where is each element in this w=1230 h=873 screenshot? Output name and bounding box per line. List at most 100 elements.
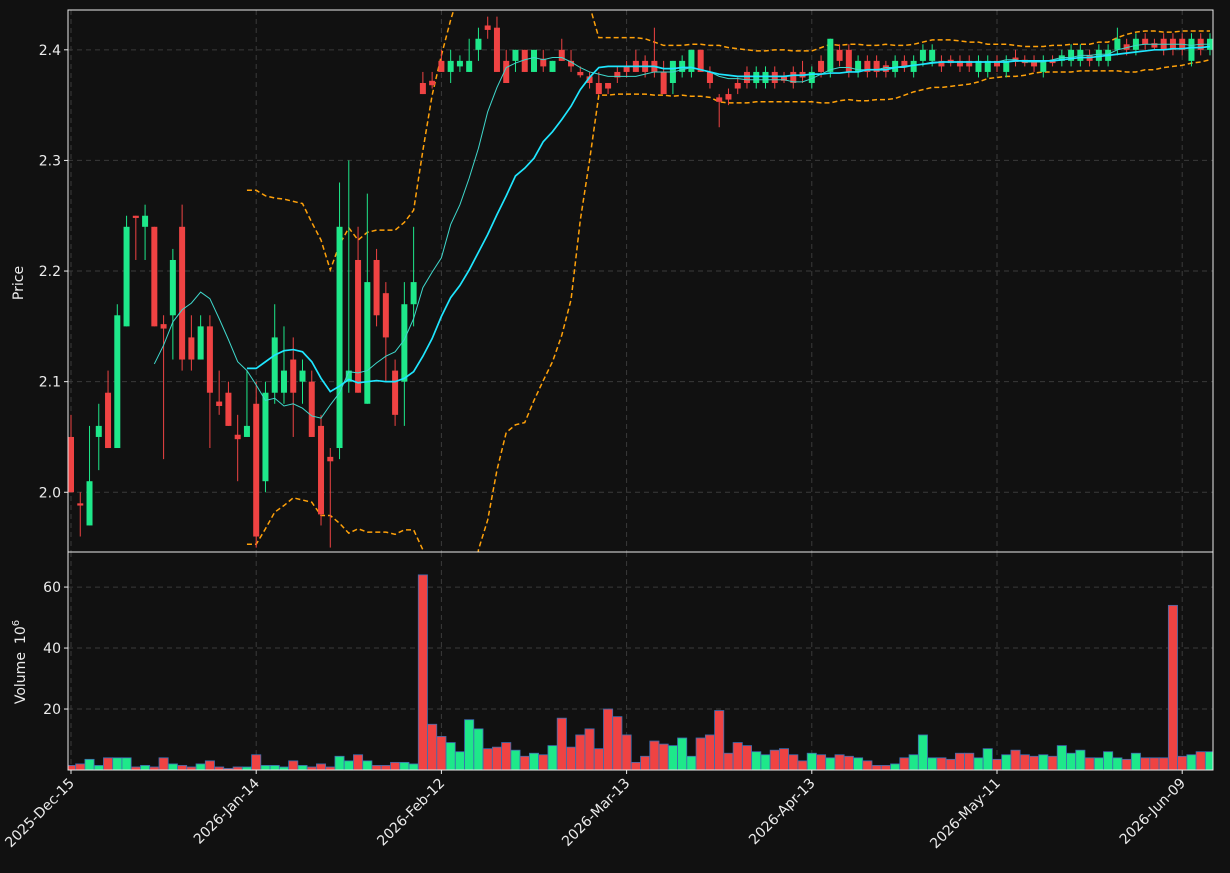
volume-bar [482, 748, 493, 770]
volume-frame [67, 551, 1214, 771]
candle-body [197, 326, 204, 360]
volume-bar [538, 754, 549, 770]
volume-bar [427, 723, 438, 770]
y-tick-label: 2.3 [39, 153, 61, 169]
candle-body [864, 60, 871, 72]
volume-panel [68, 574, 1213, 770]
candle-body [1058, 55, 1065, 61]
volume-bar [1047, 755, 1058, 770]
volume-bar [1093, 757, 1104, 770]
volume-bar [510, 749, 521, 770]
volume-bar [723, 752, 734, 770]
candle-body [512, 49, 519, 61]
candle-body [95, 425, 102, 437]
candle-body [1031, 60, 1038, 67]
volume-bar [954, 752, 965, 770]
candle-body [994, 60, 1000, 67]
volume-bar [964, 752, 975, 770]
volume-bar [816, 754, 827, 770]
candle-body [568, 60, 575, 67]
volume-bar [899, 757, 910, 770]
average-line [246, 45, 1211, 393]
volume-bar [1140, 757, 1151, 770]
candle-body [234, 434, 241, 440]
volume-bar [640, 755, 651, 770]
candle-body [753, 71, 760, 84]
candle-body [549, 60, 556, 72]
candle-body [1114, 38, 1121, 50]
volume-bar [1195, 751, 1206, 770]
candle-body [1132, 38, 1139, 50]
candle-body [484, 25, 491, 30]
price-panel [68, 10, 1213, 552]
candle-body [725, 94, 732, 100]
volume-bar [1149, 757, 1160, 770]
volume-bar [880, 765, 891, 770]
candle-body [577, 71, 584, 76]
volume-bar [445, 742, 456, 770]
candle-body [697, 49, 704, 72]
volume-bar [121, 757, 132, 770]
volume-bar [1075, 749, 1086, 770]
candle-body [743, 71, 750, 84]
candle-body [447, 60, 454, 72]
candle-body [762, 71, 769, 84]
candle-body [105, 392, 112, 449]
volume-bar [1056, 745, 1067, 770]
candle-body [188, 337, 195, 360]
volume-bar [593, 748, 604, 770]
volume-label: Volume [13, 652, 29, 704]
volume-bar [103, 757, 114, 770]
volume-bar [1130, 752, 1141, 770]
volume-bar [1167, 604, 1178, 770]
volume-bar [417, 574, 428, 770]
volume-bar [945, 758, 956, 770]
volume-bar [353, 754, 364, 770]
candle-body [929, 49, 936, 61]
volume-bar [556, 717, 567, 770]
candle-body [216, 401, 223, 406]
candle-body [169, 259, 176, 316]
candle-body [1040, 60, 1047, 72]
candle-body [1142, 38, 1149, 45]
y-tick-label: 2.0 [39, 485, 61, 501]
volume-bar [167, 763, 178, 770]
volume-bar [473, 728, 484, 770]
candle-body [892, 60, 899, 72]
candle-body [716, 97, 723, 102]
volume-multiplier-exponent: 6 [11, 620, 22, 626]
candle-body [781, 76, 788, 81]
volume-bar [93, 765, 104, 770]
candle-body [151, 226, 158, 327]
candle-body [77, 503, 84, 506]
volume-bar [1084, 757, 1095, 770]
candle-body [975, 60, 982, 72]
candle-body [706, 71, 713, 84]
candle-body [595, 83, 602, 95]
candle-body [605, 83, 612, 89]
volume-multiplier-base: 10 [13, 626, 29, 644]
candle-body [873, 60, 880, 72]
candle-body [373, 259, 380, 316]
candle-body [1003, 60, 1010, 72]
band-line [246, 59, 1211, 552]
candle-body [901, 60, 908, 67]
volume-bar [797, 760, 808, 770]
volume-bar [204, 760, 215, 770]
candle-body [123, 226, 130, 327]
average-line [153, 43, 1210, 419]
y-tick-label: 60 [43, 580, 61, 596]
volume-bar [779, 748, 790, 770]
candle-body [1095, 49, 1102, 61]
volume-bar [575, 734, 586, 770]
candle-body [966, 60, 973, 67]
candle-body [114, 315, 121, 449]
volume-axis-label: Volume 106 [11, 620, 29, 704]
y-tick-label: 20 [43, 702, 61, 718]
candle-body [299, 370, 306, 382]
candle-body [280, 370, 287, 393]
volume-bar [251, 754, 262, 770]
candle-body [827, 38, 834, 72]
candle-body [336, 226, 343, 449]
